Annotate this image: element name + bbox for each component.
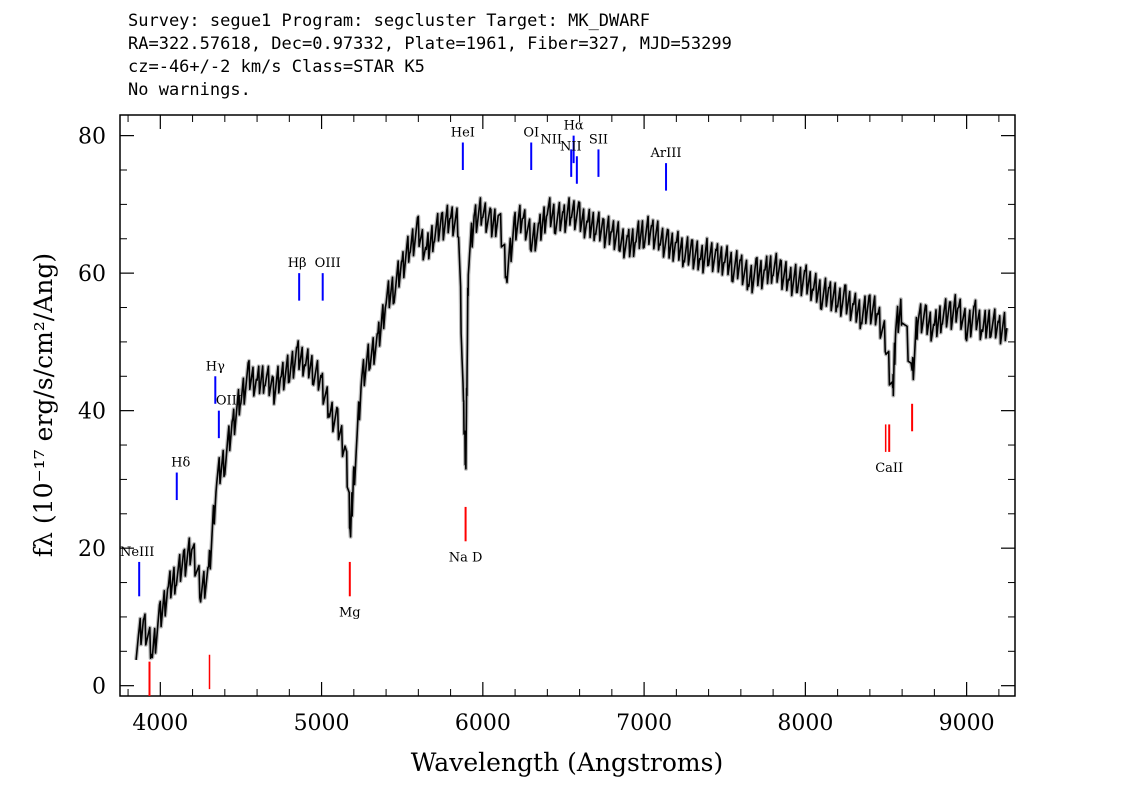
- x-tick-label: 6000: [455, 711, 511, 736]
- y-tick-label: 60: [78, 262, 106, 287]
- emission-line-label: NII: [540, 132, 562, 147]
- header-coords-line: RA=322.57618, Dec=0.97332, Plate=1961, F…: [128, 34, 732, 54]
- y-tick-label: 0: [92, 675, 106, 700]
- x-tick-label: 4000: [132, 711, 188, 736]
- absorption-line-label: Na D: [449, 550, 483, 565]
- emission-line-label: HeI: [451, 126, 475, 141]
- emission-line-label: OIII: [315, 256, 341, 271]
- header-survey-line: Survey: segue1 Program: segcluster Targe…: [128, 11, 650, 31]
- emission-line-label: SII: [589, 132, 608, 147]
- header-redshift-line: cz=-46+/-2 km/s Class=STAR K5: [128, 57, 425, 77]
- emission-line-label: OIII: [216, 394, 242, 409]
- y-tick-label: 40: [78, 400, 106, 425]
- emission-line-label: Hδ: [171, 456, 190, 471]
- x-tick-label: 5000: [294, 711, 350, 736]
- emission-line-label: Hγ: [206, 359, 225, 374]
- spectrum-error-band: [134, 195, 1009, 661]
- emission-line-label: NII: [560, 139, 582, 154]
- absorption-line-label: CaII: [875, 461, 903, 476]
- x-tick-label: 8000: [777, 711, 833, 736]
- y-tick-label: 80: [78, 125, 106, 150]
- spectrum-line: [135, 197, 1008, 660]
- emission-line-label: ArIII: [650, 146, 682, 161]
- emission-line-label: Hα: [564, 119, 584, 134]
- absorption-line-label: Mg: [339, 605, 361, 620]
- x-tick-label: 9000: [939, 711, 995, 736]
- emission-line-label: NeIII: [120, 545, 154, 560]
- emission-line-label: OI: [523, 126, 539, 141]
- y-axis-title: fλ (10⁻¹⁷ erg/s/cm²/Ang): [29, 253, 58, 557]
- y-tick-label: 20: [78, 537, 106, 562]
- x-tick-label: 7000: [616, 711, 672, 736]
- emission-line-label: Hβ: [288, 256, 307, 271]
- plot-frame: [119, 114, 1016, 697]
- spectrum-header: Survey: segue1 Program: segcluster Targe…: [128, 10, 732, 102]
- header-warnings-line: No warnings.: [128, 80, 251, 100]
- x-axis-title: Wavelength (Angstroms): [411, 748, 723, 777]
